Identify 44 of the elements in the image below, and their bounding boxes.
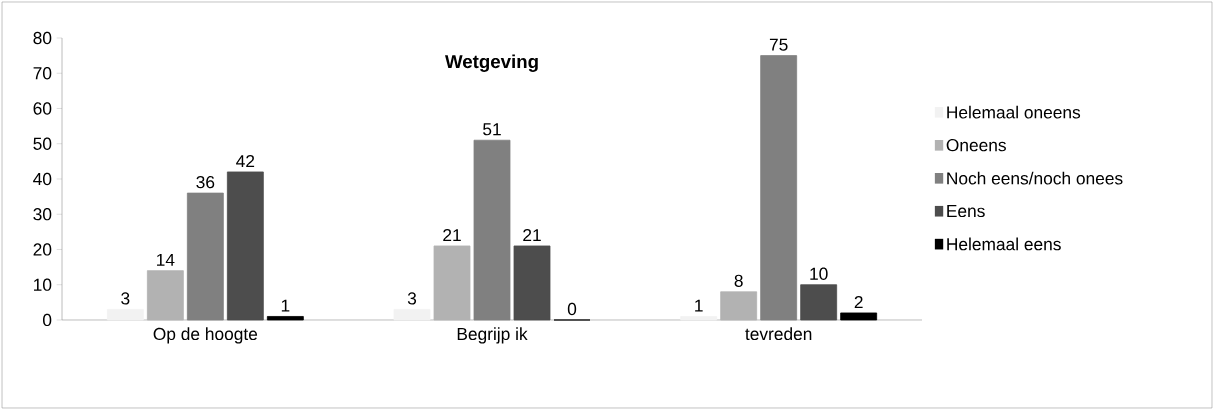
legend-label: Oneens	[946, 139, 1006, 152]
bar	[146, 270, 184, 321]
bar	[513, 245, 551, 321]
y-tick-label: 10	[34, 278, 52, 291]
y-tick-label: 20	[33, 243, 52, 256]
text: Wetgeving	[445, 54, 538, 72]
y-tick-label: 40	[33, 172, 52, 186]
data-label: 21	[523, 229, 541, 242]
legend-label: Helemaal eens	[947, 237, 1061, 251]
x-tick-label: tevreden	[745, 327, 812, 341]
bar	[106, 309, 144, 321]
data-label: 75	[769, 38, 788, 51]
data-label: 2	[854, 295, 863, 309]
y-tick-label: 80	[33, 31, 52, 45]
data-label: 3	[121, 292, 130, 305]
y-tick-label: 30	[33, 208, 52, 221]
bar	[266, 316, 304, 321]
data-label: 51	[483, 123, 501, 136]
data-label: 36	[196, 175, 215, 189]
bar	[393, 309, 431, 321]
bar	[840, 312, 878, 321]
legend-label: Helemaal oneens	[947, 105, 1081, 119]
y-tick-label: 50	[33, 137, 52, 150]
data-label: 0	[567, 302, 577, 316]
legend-label: Noch eens/noch onees	[947, 171, 1123, 185]
data-label: 14	[157, 253, 175, 266]
y-tick-label: 70	[33, 67, 52, 80]
y-tick-label: 0	[43, 313, 52, 327]
data-label: 1	[281, 299, 290, 312]
data-label: 1	[695, 299, 703, 312]
bar	[720, 291, 758, 321]
data-label: 42	[236, 154, 255, 168]
data-label: 21	[443, 229, 461, 242]
y-tick-label: 60	[33, 102, 52, 115]
x-tick-label: Op de hoogte	[153, 327, 258, 344]
data-label: 8	[734, 274, 743, 287]
x-tick-label: Begrijp ik	[457, 327, 528, 344]
bar	[433, 245, 471, 321]
bar	[800, 284, 838, 321]
data-label: 3	[407, 292, 417, 305]
bar	[680, 316, 718, 321]
bar	[226, 171, 264, 321]
legend-label: Eens	[947, 205, 985, 218]
data-label: 10	[810, 267, 828, 280]
